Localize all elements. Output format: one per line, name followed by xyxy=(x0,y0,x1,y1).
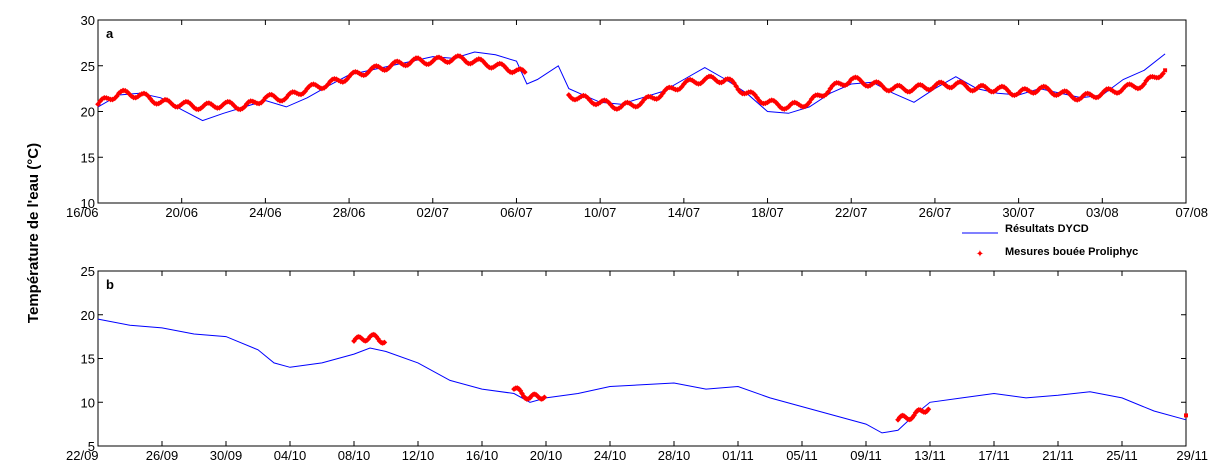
x-tick-label: 05/11 xyxy=(786,448,818,463)
series-markers-proliphyc xyxy=(351,331,1188,423)
panel-label-b: b xyxy=(106,277,114,292)
x-tick-label: 06/07 xyxy=(500,205,533,220)
y-tick-label: 25 xyxy=(81,59,95,74)
panel-label-a: a xyxy=(106,26,114,41)
x-tick-label: 18/07 xyxy=(751,205,784,220)
y-tick-label: 5 xyxy=(88,439,95,454)
x-tick-label: 09/11 xyxy=(850,448,882,463)
x-tick-label: 02/07 xyxy=(416,205,449,220)
x-tick-label: 21/11 xyxy=(1042,448,1074,463)
series-a xyxy=(95,51,1168,122)
x-tick-label: 17/11 xyxy=(978,448,1010,463)
y-tick-label: 10 xyxy=(81,395,95,410)
data-point xyxy=(1184,413,1188,418)
x-tick-label: 26/07 xyxy=(919,205,952,220)
x-tick-label: 28/06 xyxy=(333,205,366,220)
x-tick-label: 24/10 xyxy=(594,448,627,463)
series-line-dycd xyxy=(97,318,1187,434)
x-tick-label: 08/10 xyxy=(338,448,371,463)
data-point xyxy=(521,69,528,75)
y-tick-label: 30 xyxy=(81,13,95,28)
x-tick-label: 13/11 xyxy=(914,448,946,463)
y-ticks-a: 10 15 20 25 30 xyxy=(81,13,1186,211)
legend-marker-proliphyc: ✦ xyxy=(976,249,984,260)
y-tick-label: 20 xyxy=(81,308,95,323)
x-tick-label: 22/09 xyxy=(66,448,99,463)
x-tick-label: 12/10 xyxy=(402,448,435,463)
x-tick-label: 16/10 xyxy=(466,448,499,463)
panel-b: b 5 10 15 20 25 22/09 26/09 30/09 04/10 08/10 12/… xyxy=(66,264,1208,463)
plot-frame-b xyxy=(97,270,1187,447)
x-tick-label: 10/07 xyxy=(584,205,617,220)
y-tick-label: 15 xyxy=(81,352,95,367)
x-tick-label: 30/09 xyxy=(210,448,243,463)
x-tick-label: 22/07 xyxy=(835,205,868,220)
x-tick-label: 20/06 xyxy=(165,205,198,220)
data-point xyxy=(381,339,388,346)
legend: Résultats DYCD ✦ Mesures bouée Proliphyc xyxy=(962,223,1138,260)
y-axis-label: Température de l'eau (°C) xyxy=(25,143,42,323)
x-tick-label: 26/09 xyxy=(146,448,179,463)
panel-a: a 10 15 20 25 30 16/06 20/06 24/06 28/06 02/07 06… xyxy=(66,13,1208,220)
x-tick-label: 25/11 xyxy=(1106,448,1138,463)
x-tick-label: 01/11 xyxy=(722,448,754,463)
x-tick-label: 24/06 xyxy=(249,205,282,220)
x-tick-label: 29/11 xyxy=(1176,448,1208,463)
legend-label-dycd: Résultats DYCD xyxy=(1005,223,1089,235)
x-tick-label: 14/07 xyxy=(668,205,701,220)
data-point xyxy=(541,394,548,401)
x-ticks-b: 22/09 26/09 30/09 04/10 08/10 12/10 16/10 20/10… xyxy=(66,271,1208,463)
legend-label-proliphyc: Mesures bouée Proliphyc xyxy=(1005,246,1138,258)
series-markers-proliphyc xyxy=(95,53,1168,113)
data-point xyxy=(1163,68,1168,73)
y-tick-label: 10 xyxy=(81,196,95,211)
y-tick-label: 25 xyxy=(81,264,95,279)
plot-frame-a xyxy=(97,19,1187,204)
series-b xyxy=(97,318,1188,434)
x-ticks-a: 16/06 20/06 24/06 28/06 02/07 06/07 10/07 14/07… xyxy=(66,20,1208,220)
x-tick-label: 30/07 xyxy=(1002,205,1035,220)
x-tick-label: 16/06 xyxy=(66,205,99,220)
y-ticks-b: 5 10 15 20 25 xyxy=(81,264,1186,454)
y-tick-label: 20 xyxy=(81,105,95,120)
x-tick-label: 20/10 xyxy=(530,448,563,463)
x-tick-label: 04/10 xyxy=(274,448,307,463)
y-tick-label: 15 xyxy=(81,150,95,165)
data-point xyxy=(925,406,932,413)
x-tick-label: 07/08 xyxy=(1175,205,1208,220)
x-tick-label: 28/10 xyxy=(658,448,691,463)
x-tick-label: 03/08 xyxy=(1086,205,1119,220)
